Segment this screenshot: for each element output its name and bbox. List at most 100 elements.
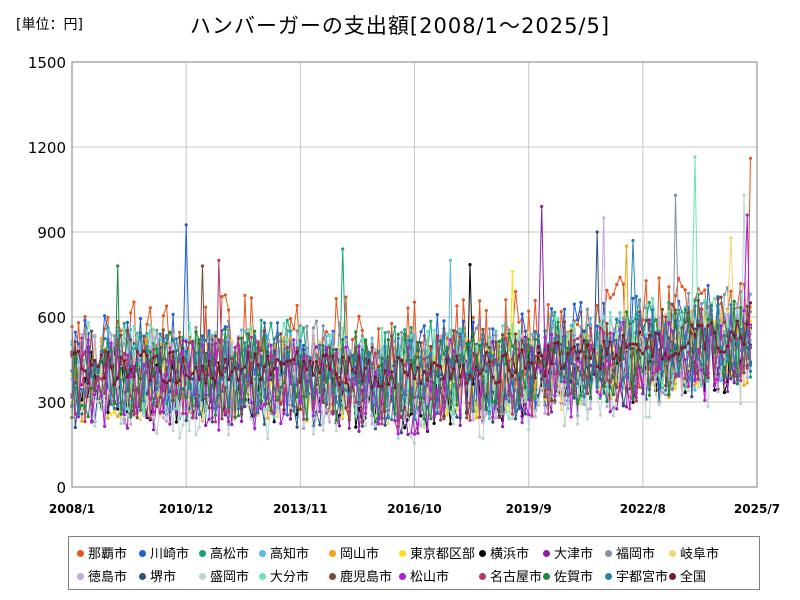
data-point [422,369,426,374]
data-point [504,369,508,373]
data-point [576,337,580,341]
data-point [262,329,267,333]
data-point [412,417,417,422]
legend-marker [199,573,206,580]
data-point [217,428,221,432]
data-point [507,368,511,372]
data-point [448,338,452,342]
data-point [302,394,306,398]
data-point [324,364,328,368]
data-point [145,392,149,396]
legend-marker [139,550,146,557]
data-point [664,312,668,316]
data-point [112,382,116,386]
data-point [106,337,110,341]
data-point [664,384,668,388]
data-point [412,360,417,364]
data-point [481,368,485,372]
data-point [331,387,335,391]
data-point [409,412,413,416]
data-point [122,321,126,325]
data-point [210,376,214,380]
data-point [308,355,312,360]
data-point [393,339,397,343]
data-point [210,343,214,347]
data-point [677,352,681,356]
data-point [445,391,449,395]
data-point [73,351,77,355]
data-point [165,381,169,385]
data-point [96,365,100,369]
data-point [748,156,753,160]
data-point [572,363,576,367]
data-point [543,374,547,378]
legend-label: 高松市 [210,547,250,562]
data-point [605,288,609,292]
data-point [393,419,397,423]
data-point [272,387,276,391]
data-point [288,329,293,333]
data-point [422,348,426,352]
data-point [324,334,328,338]
data-point [90,375,94,379]
data-point [615,330,619,334]
data-point [696,347,700,351]
data-point [647,415,652,419]
data-point [722,292,727,297]
data-point [187,321,191,325]
data-point [311,396,315,400]
data-point [168,346,172,350]
data-point [80,332,84,336]
data-point [282,395,286,399]
data-point [406,413,410,417]
data-point [406,373,410,377]
data-point [494,381,498,385]
data-point [129,422,133,426]
data-point [370,366,374,370]
data-point [722,320,727,324]
data-point [302,425,306,429]
data-point [631,319,635,324]
data-point [647,318,652,322]
data-point [275,358,280,362]
legend: 那覇市 川崎市 高松市 高知市 岡山市 東京都区部 横浜市 大津市 福岡市 岐阜市 徳島市 堺市 盛岡市… [68,536,760,590]
data-point [341,383,345,387]
data-point [748,375,753,379]
data-point [86,398,90,402]
data-point [83,390,87,394]
data-point [106,350,110,354]
data-point [116,264,120,268]
data-point [589,356,593,360]
data-point [191,416,195,420]
data-point [90,402,94,406]
data-point [520,400,524,404]
data-point [422,357,426,361]
data-point [657,332,661,336]
legend-item: 岡山市 [329,543,379,562]
data-point [390,418,394,422]
data-point [161,379,165,383]
data-point [148,350,152,354]
data-point [181,338,185,343]
data-point [719,379,723,383]
data-point [569,392,573,396]
data-point [328,367,332,371]
data-point [230,413,234,417]
data-point [419,341,423,345]
data-point [520,338,524,343]
data-point [667,301,671,305]
data-point [667,393,671,397]
data-point [161,328,165,332]
data-point [99,394,103,398]
data-point [416,395,420,399]
data-point [602,315,606,319]
data-point [422,422,426,426]
data-point [341,247,345,251]
data-point [129,351,133,355]
data-point [683,288,687,292]
data-point [344,345,348,349]
data-point [272,337,276,341]
data-point [406,432,410,437]
data-point [699,301,704,306]
data-point [158,395,162,400]
